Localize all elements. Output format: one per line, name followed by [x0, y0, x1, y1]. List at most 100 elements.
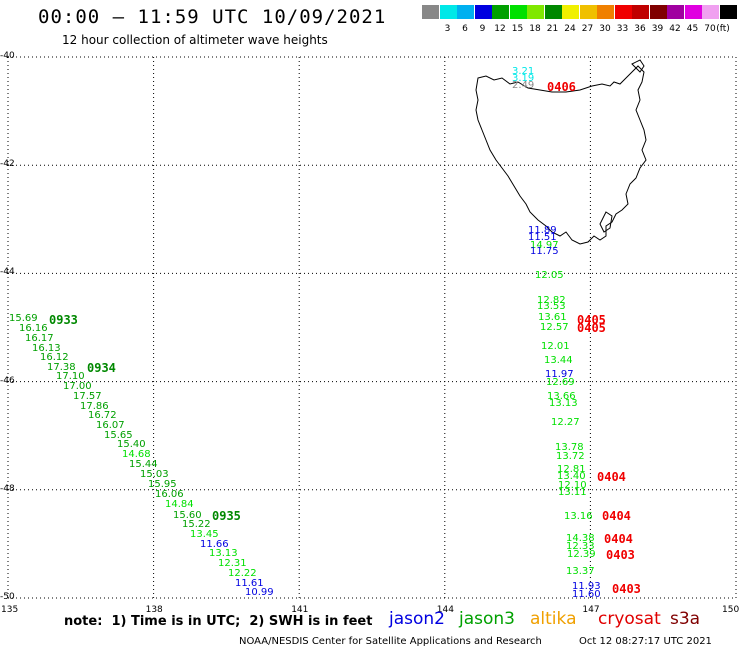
legend-tick-label: 70 — [704, 24, 716, 34]
legend-swatch — [422, 5, 439, 19]
pass-time-label: 0933 — [49, 313, 78, 327]
wave-height-reading: 12.05 — [535, 270, 564, 281]
satellite-label: jason3 — [459, 609, 515, 629]
wave-height-reading: 11.75 — [530, 246, 559, 257]
wave-height-reading: 16.72 — [88, 410, 117, 421]
wave-height-reading: 10.99 — [245, 587, 274, 598]
satellite-label: s3a — [670, 609, 701, 629]
legend-tick-label: 45 — [686, 24, 699, 34]
legend-tick-label: 12 — [494, 24, 506, 34]
lat-axis-label: -44 — [0, 267, 15, 278]
lat-lon-grid — [7, 56, 737, 599]
legend-swatch — [509, 5, 527, 19]
pass-time-label: 0405 — [577, 321, 606, 335]
credit-text: NOAA/NESDIS Center for Satellite Applica… — [239, 636, 542, 647]
legend-swatch — [667, 5, 684, 19]
wave-height-reading: 17.86 — [80, 401, 109, 412]
wave-height-reading: 11.61 — [235, 578, 264, 589]
wave-height-reading: 2.49 — [512, 80, 535, 91]
legend-swatch — [719, 5, 737, 19]
legend-swatch — [597, 5, 614, 19]
pass-time-label: 0403 — [606, 548, 635, 562]
lon-axis-label: 144 — [436, 605, 454, 615]
wave-height-reading: 15.60 — [173, 510, 202, 521]
wave-height-reading: 11.89 — [528, 225, 557, 236]
lon-axis-label: 135 — [1, 605, 19, 615]
wave-height-reading: 16.16 — [19, 323, 48, 334]
wave-height-reading: 16.07 — [96, 420, 125, 431]
wave-height-reading: 11.60 — [572, 589, 601, 600]
wave-height-reading: 16.13 — [32, 343, 61, 354]
legend-tick-label: 42 — [669, 24, 681, 34]
pass-time-label: 0404 — [602, 509, 631, 523]
bruny-island — [599, 211, 613, 233]
wave-height-reading: 13.66 — [547, 391, 576, 402]
legend-tick-label: 33 — [616, 24, 629, 34]
wave-height-reading: 16.12 — [40, 352, 69, 363]
wave-height-reading: 17.57 — [73, 391, 102, 402]
legend-swatch — [492, 5, 509, 19]
wave-height-reading: 15.95 — [148, 479, 177, 490]
pass-time-label: 0406 — [547, 80, 576, 94]
wave-height-reading: 13.45 — [190, 529, 219, 540]
legend-tick-label: 6 — [462, 24, 468, 34]
wave-height-reading: 17.10 — [56, 371, 85, 382]
legend-tick-label: 39 — [651, 24, 664, 34]
pass-time-label: 0934 — [87, 361, 116, 375]
satellite-label: jason2 — [389, 609, 445, 629]
lon-axis-label: 138 — [145, 605, 163, 615]
wave-height-reading: 13.78 — [555, 442, 584, 453]
lon-axis-label: 147 — [582, 605, 600, 615]
lon-axis-label: 150 — [722, 605, 740, 615]
wave-height-reading: 11.93 — [572, 581, 601, 592]
legend-tick-label: 18 — [529, 24, 541, 34]
lat-axis-label: -48 — [0, 483, 15, 494]
page-title: 00:00 – 11:59 UTC 10/09/2021 — [38, 6, 387, 28]
lat-axis-label: -42 — [0, 159, 15, 170]
legend-swatch — [649, 5, 667, 19]
wave-height-reading: 13.16 — [564, 511, 593, 522]
wave-height-reading: 12.69 — [546, 377, 575, 388]
wave-height-reading: 17.38 — [47, 362, 76, 373]
wave-height-reading: 11.66 — [200, 539, 229, 550]
wave-height-reading: 12.10 — [558, 480, 587, 491]
wave-height-reading: 11.51 — [528, 232, 557, 243]
pass-time-label: 0405 — [577, 313, 606, 327]
wave-height-reading: 15.03 — [140, 469, 169, 480]
legend-swatch — [439, 5, 457, 19]
legend-tick-label: 36 — [634, 24, 646, 34]
wave-height-reading: 12.22 — [228, 568, 257, 579]
legend-swatch — [684, 5, 702, 19]
legend-tick-label: 30 — [599, 24, 611, 34]
pass-time-label: 0404 — [604, 532, 633, 546]
wave-height-reading: 3.21 — [512, 66, 535, 77]
legend-tick-label: 24 — [564, 24, 576, 34]
wave-height-reading: 13.61 — [538, 312, 567, 323]
wave-height-reading: 13.13 — [209, 548, 238, 559]
timestamp-text: Oct 12 08:27:17 UTC 2021 — [579, 636, 712, 647]
wave-height-reading: 16.06 — [155, 489, 184, 500]
legend-swatch — [579, 5, 597, 19]
wave-height-reading: 14.84 — [165, 499, 194, 510]
wave-height-reading: 13.11 — [558, 487, 587, 498]
wave-height-reading: 12.27 — [551, 417, 580, 428]
legend-tick-label: 9 — [479, 24, 486, 34]
legend-swatch — [527, 5, 544, 19]
pass-time-label: 0403 — [612, 582, 641, 596]
legend-swatch — [474, 5, 492, 19]
wave-height-reading: 13.37 — [566, 566, 595, 577]
wave-height-reading: 15.44 — [129, 459, 158, 470]
pass-time-label: 0935 — [212, 509, 241, 523]
wave-height-reading: 14.38 — [566, 533, 595, 544]
legend-swatch — [457, 5, 474, 19]
wave-height-reading: 13.40 — [557, 471, 586, 482]
wave-height-reading: 13.53 — [537, 301, 566, 312]
wave-height-reading: 16.17 — [25, 333, 54, 344]
wave-height-reading: 12.57 — [540, 322, 569, 333]
wave-height-reading: 13.72 — [556, 451, 585, 462]
legend-swatch — [562, 5, 579, 19]
legend-swatch — [632, 5, 649, 19]
pass-time-label: 0404 — [597, 470, 626, 484]
wave-height-reading: 15.40 — [117, 439, 146, 450]
wave-height-reading: 15.22 — [182, 519, 211, 530]
